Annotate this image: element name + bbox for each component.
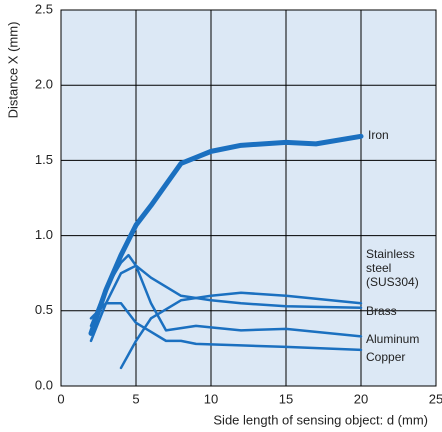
x-tick-label: 0 bbox=[57, 391, 64, 406]
y-tick-label: 2.5 bbox=[35, 1, 53, 16]
series-line bbox=[89, 302, 363, 352]
series-line bbox=[89, 264, 363, 343]
series-label: Iron bbox=[368, 128, 389, 142]
y-axis-label: Distance X (mm) bbox=[5, 22, 20, 119]
x-axis-label: Side length of sensing object: d (mm) bbox=[213, 412, 428, 427]
x-tick-label: 20 bbox=[354, 391, 368, 406]
series-label: Aluminum bbox=[366, 332, 420, 346]
series-label: Stainless steel (SUS304) bbox=[366, 247, 419, 289]
series-label: Copper bbox=[366, 350, 406, 364]
y-tick-label: 2.0 bbox=[35, 77, 53, 92]
y-tick-label: 1.0 bbox=[35, 227, 53, 242]
series-line bbox=[88, 133, 364, 336]
x-tick-label: 5 bbox=[132, 391, 139, 406]
x-tick-label: 15 bbox=[279, 391, 293, 406]
plot-border bbox=[60, 9, 437, 387]
y-tick-label: 0.5 bbox=[35, 302, 53, 317]
series-line bbox=[89, 253, 363, 338]
x-tick-label: 10 bbox=[204, 391, 218, 406]
x-tick-label: 25 bbox=[429, 391, 442, 406]
y-tick-label: 1.5 bbox=[35, 152, 53, 167]
series-label: Brass bbox=[366, 304, 397, 318]
plot-area bbox=[61, 10, 436, 386]
y-tick-label: 0.0 bbox=[35, 377, 53, 392]
